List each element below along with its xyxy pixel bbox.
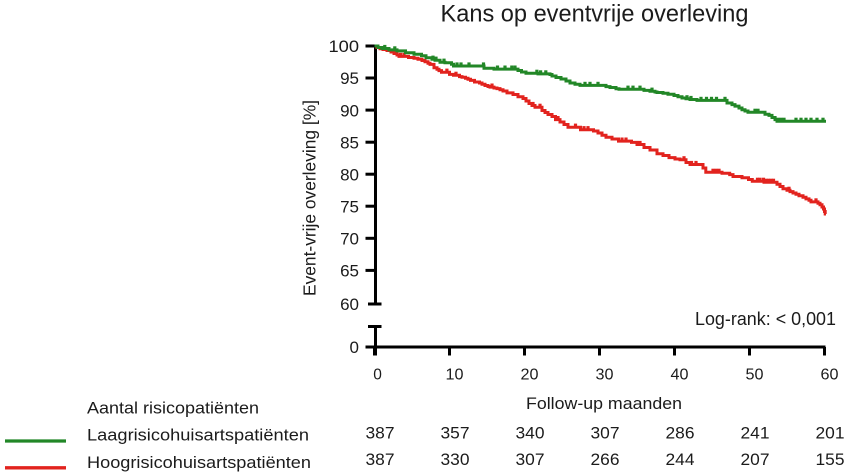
- svg-text:0: 0: [373, 367, 382, 384]
- svg-text:244: 244: [666, 450, 695, 469]
- svg-text:207: 207: [741, 450, 770, 469]
- svg-text:20: 20: [521, 367, 539, 384]
- svg-text:266: 266: [591, 450, 620, 469]
- svg-text:60: 60: [821, 367, 839, 384]
- svg-text:340: 340: [516, 424, 545, 443]
- svg-text:Log-rank: < 0,001: Log-rank: < 0,001: [695, 309, 836, 329]
- svg-text:357: 357: [441, 424, 470, 443]
- svg-text:100: 100: [329, 37, 360, 56]
- svg-text:307: 307: [516, 450, 545, 469]
- svg-text:30: 30: [596, 367, 614, 384]
- svg-text:60: 60: [340, 295, 359, 314]
- svg-text:307: 307: [591, 424, 620, 443]
- svg-text:241: 241: [741, 424, 770, 443]
- svg-text:80: 80: [340, 165, 359, 184]
- svg-text:10: 10: [446, 367, 464, 384]
- svg-text:Follow-up maanden: Follow-up maanden: [526, 395, 682, 413]
- svg-text:65: 65: [340, 262, 359, 281]
- svg-text:387: 387: [366, 424, 395, 443]
- svg-text:50: 50: [746, 367, 764, 384]
- svg-text:Laagrisicohuisartspatiënten: Laagrisicohuisartspatiënten: [87, 426, 309, 444]
- svg-text:90: 90: [340, 101, 359, 120]
- svg-text:387: 387: [366, 450, 395, 469]
- svg-text:Event-vrije overleving [%]: Event-vrije overleving [%]: [300, 100, 320, 296]
- svg-text:75: 75: [340, 197, 359, 216]
- svg-text:0: 0: [350, 338, 359, 357]
- svg-text:Kans op eventvrije overleving: Kans op eventvrije overleving: [441, 0, 749, 27]
- svg-text:286: 286: [666, 424, 695, 443]
- svg-text:Hoogrisicohuisartspatiënten: Hoogrisicohuisartspatiënten: [87, 454, 311, 472]
- svg-text:155: 155: [816, 450, 845, 469]
- svg-text:330: 330: [441, 450, 470, 469]
- svg-text:95: 95: [340, 69, 359, 88]
- svg-text:40: 40: [671, 367, 689, 384]
- svg-text:85: 85: [340, 133, 359, 152]
- svg-text:201: 201: [816, 424, 845, 443]
- svg-text:70: 70: [340, 230, 359, 249]
- svg-text:Aantal risicopatiënten: Aantal risicopatiënten: [87, 399, 259, 417]
